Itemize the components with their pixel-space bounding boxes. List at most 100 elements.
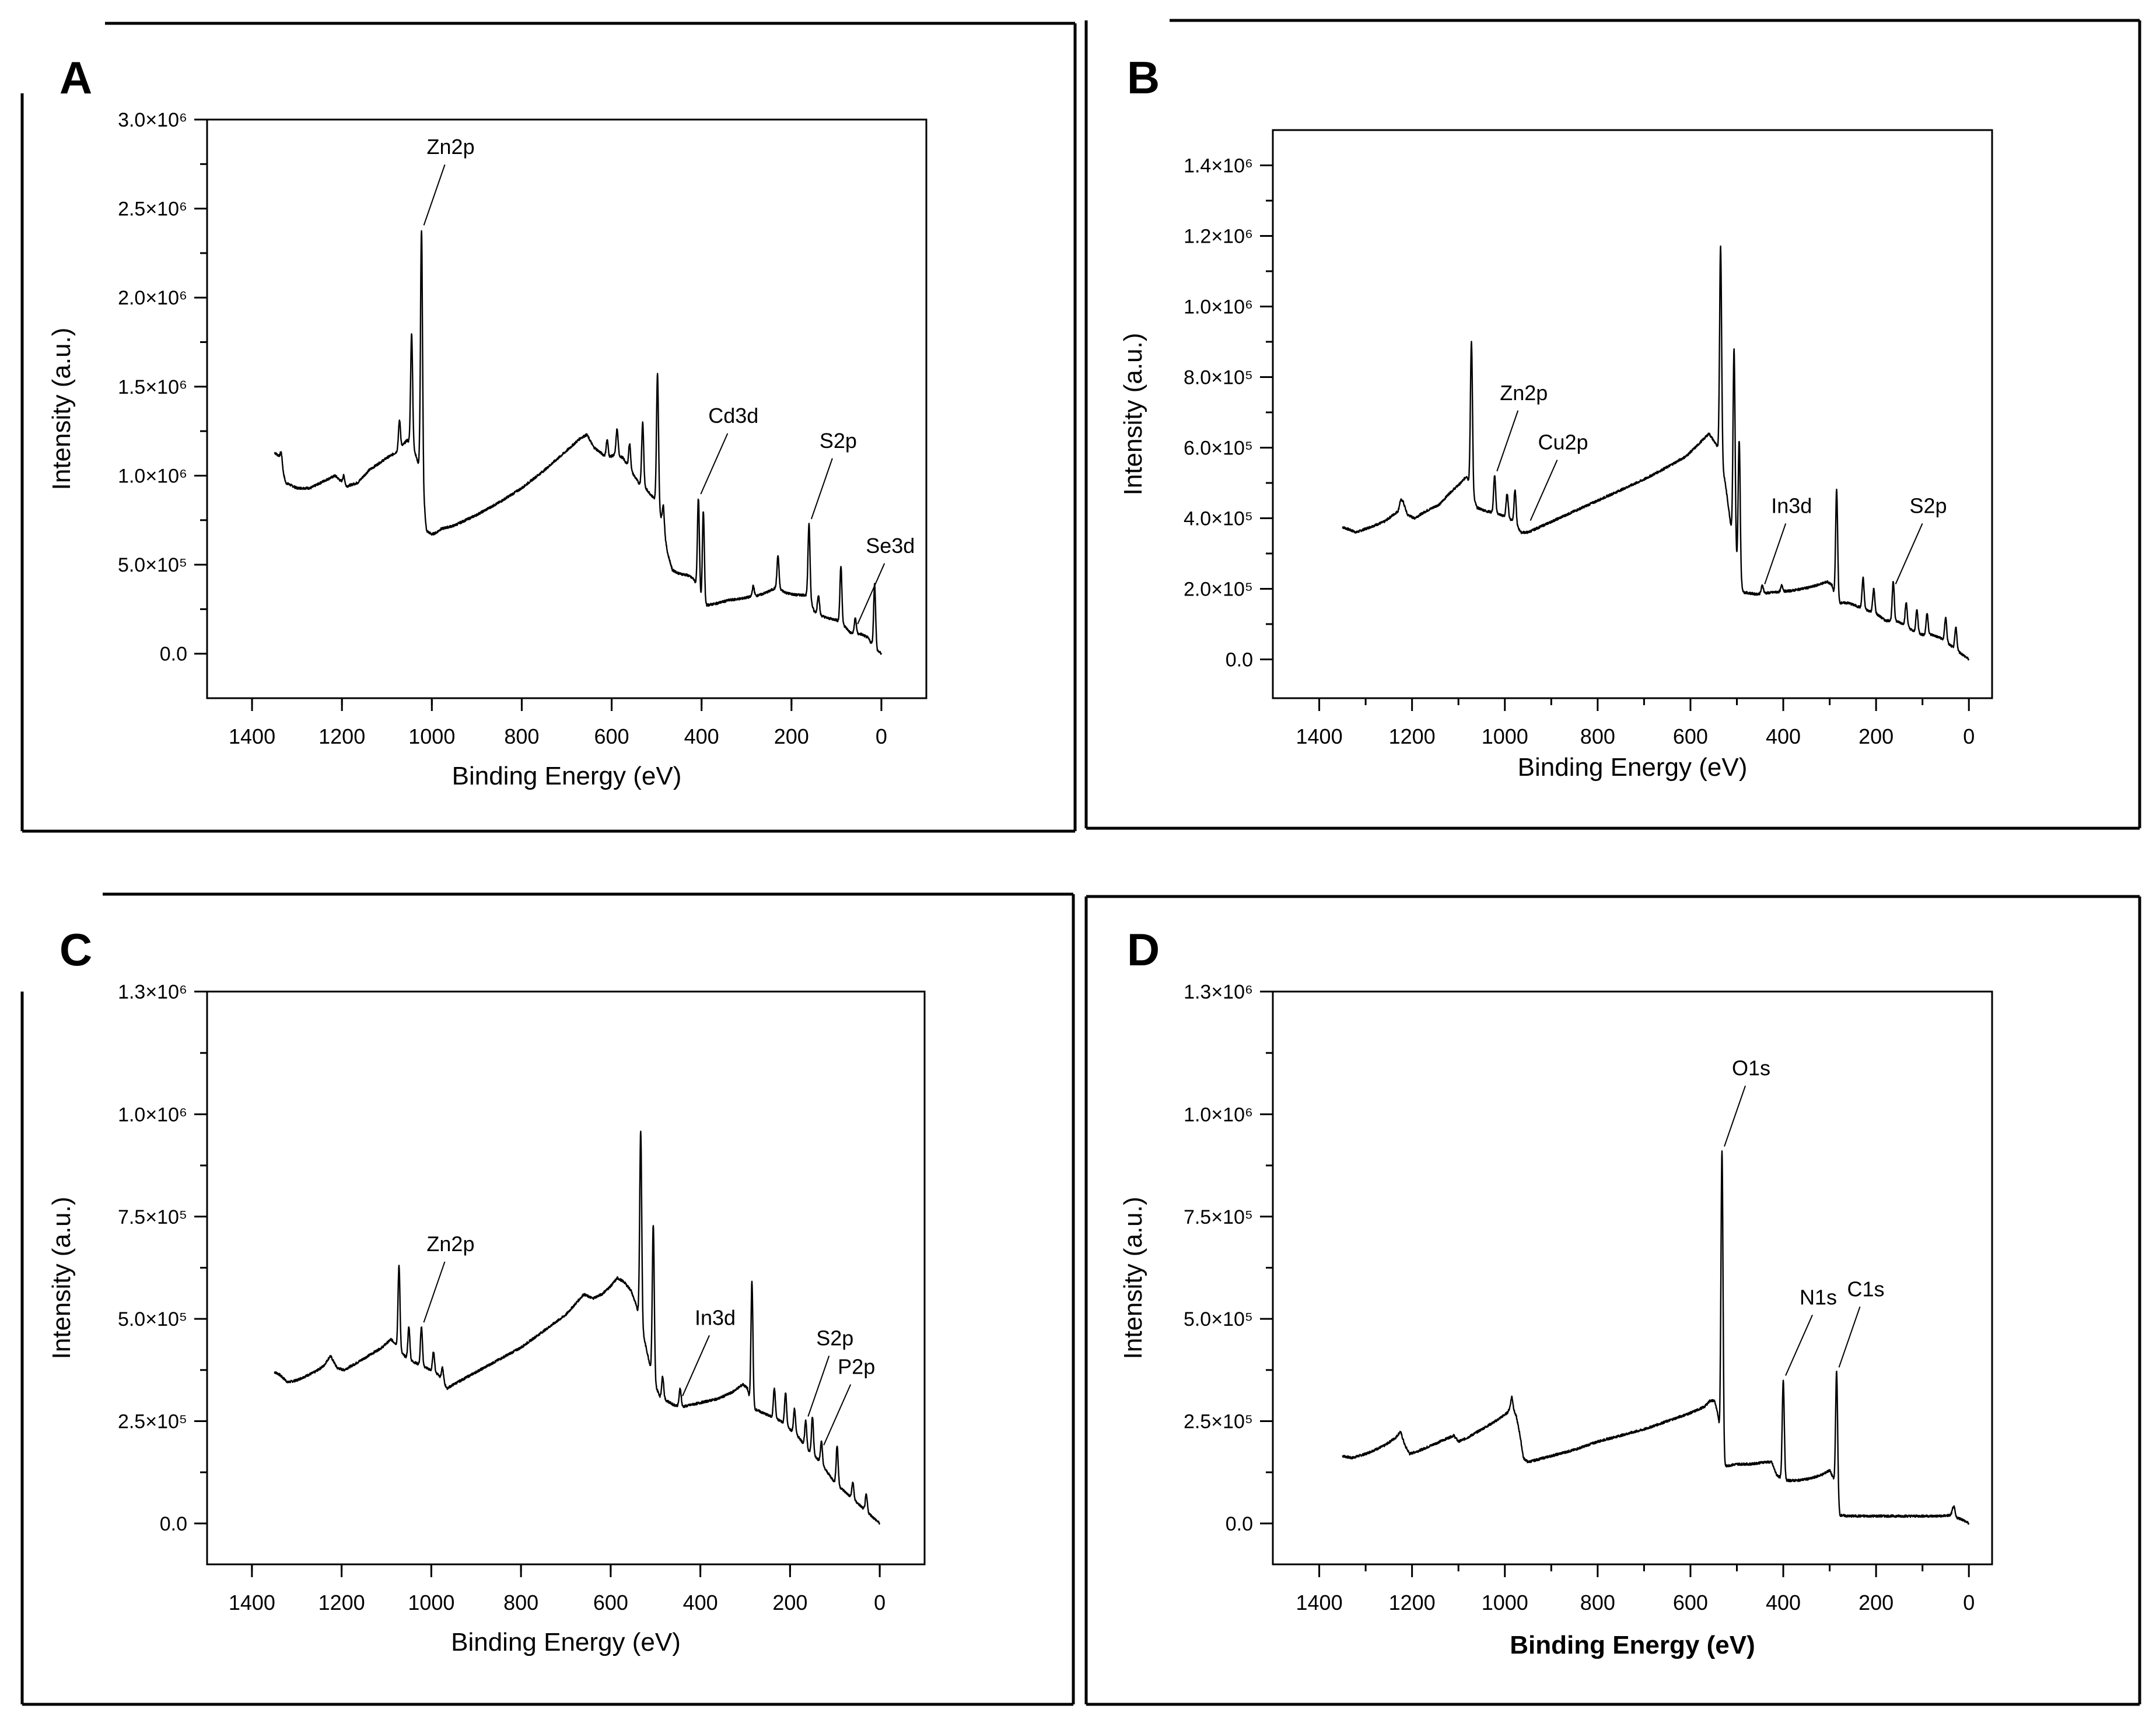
x-tick-label: 400 [683,1591,718,1615]
chart-panel-c: C 1400 1200 1000 800 600 400 200 0 Binding Energy… [47,924,926,1657]
panel-frames [20,19,2141,1706]
panel-label: B [1127,52,1160,103]
x-tick-label: 1000 [408,1591,454,1615]
y-tick-label: 2.5×10⁶ [118,198,187,220]
peak-label: O1s [1732,1056,1770,1080]
x-tick-label: 600 [593,1591,628,1615]
x-tick-label: 800 [1580,1591,1615,1615]
y-axis: 0.0 2.5×10⁵ 5.0×10⁵ 7.5×10⁵ 1.0×10⁶ 1.3×10⁶ In… [47,981,207,1535]
y-axis: 0.0 2.5×10⁵ 5.0×10⁵ 7.5×10⁵ 1.0×10⁶ 1.3×10⁶ In… [1119,981,1273,1535]
y-tick-label: 0.0 [160,1513,187,1535]
annotation-leader [823,1384,852,1446]
x-tick-label: 1000 [1482,1591,1528,1615]
annotation-leader [700,433,729,495]
annotation-leader [807,1356,830,1417]
chart-panel-b: B 1400 1200 1000 800 600 400 200 0 Binding Energy… [1119,52,1993,782]
annotation-leader [857,563,886,625]
y-tick-label: 7.5×10⁵ [1184,1206,1253,1228]
plot-area [1272,990,1993,1566]
peak-label: Cd3d [708,404,758,428]
y-tick-label: 1.2×10⁶ [1184,225,1253,247]
peak-label: N1s [1800,1285,1837,1309]
annotation-leader [423,1261,446,1323]
y-tick-label: 5.0×10⁵ [1184,1308,1253,1330]
y-tick-label: 8.0×10⁵ [1184,366,1253,388]
panel-label: C [60,924,92,975]
x-tick-label: 600 [594,724,629,748]
x-tick-label: 800 [503,1591,538,1615]
x-tick-label: 1200 [1389,1591,1436,1615]
x-tick-label: 0 [1963,1591,1975,1615]
x-tick-label: 200 [772,1591,807,1615]
y-tick-label: 0.0 [1226,1513,1253,1535]
annotation-leader [810,458,833,520]
y-axis: 0.0 2.0×10⁵ 4.0×10⁵ 6.0×10⁵ 8.0×10⁵ 1.0×10⁶ 1.… [1119,155,1273,671]
y-tick-label: 1.0×10⁶ [118,1104,187,1126]
x-axis-label: Binding Energy (eV) [1510,1631,1755,1659]
x-axis-label: Binding Energy (eV) [451,1628,681,1657]
y-tick-label: 6.0×10⁵ [1184,437,1253,459]
peak-label: Zn2p [1500,381,1548,405]
x-axis-label: Binding Energy (eV) [1518,753,1748,782]
y-tick-label: 0.0 [1226,649,1253,671]
y-axis-label: Intensity (a.u.) [1119,333,1147,496]
x-tick-label: 1400 [1296,1591,1343,1615]
x-tick-label: 200 [1859,1591,1894,1615]
x-tick-label: 1400 [1296,724,1343,748]
chart-panel-d: D 1400 1200 1000 800 600 400 200 0 Binding Energy… [1119,924,1993,1659]
x-tick-label: 400 [684,724,719,748]
y-tick-label: 2.5×10⁵ [118,1411,187,1433]
y-axis-label: Intensity (a.u.) [1119,1197,1147,1360]
x-tick-label: 1000 [1482,724,1528,748]
x-tick-label: 0 [874,1591,886,1615]
peak-annotations: Zn2p Cu2p In3d S2p [1496,381,1947,584]
x-tick-label: 400 [1766,724,1801,748]
x-tick-label: 1200 [318,724,365,748]
y-tick-label: 2.0×10⁵ [1184,578,1253,600]
y-tick-label: 5.0×10⁵ [118,554,187,576]
y-axis-label: Intensity (a.u.) [47,1197,76,1360]
annotation-leader [1496,410,1519,472]
x-tick-label: 200 [774,724,809,748]
peak-annotations: Zn2p In3d S2p P2p [423,1232,875,1446]
peak-label: S2p [1910,493,1947,517]
peak-label: C1s [1847,1277,1884,1301]
annotation-leader [1785,1314,1813,1376]
y-tick-label: 7.5×10⁵ [118,1206,187,1228]
annotation-leader [1838,1307,1861,1368]
peak-label: P2p [838,1355,875,1379]
x-tick-label: 200 [1859,724,1894,748]
x-tick-label: 1200 [318,1591,365,1615]
x-tick-label: 1400 [229,1591,275,1615]
peak-label: Zn2p [427,135,475,159]
annotation-leader [1724,1085,1746,1147]
plot-area [206,118,928,699]
peak-label: Se3d [866,534,915,558]
peak-label: Cu2p [1538,430,1588,454]
x-tick-label: 0 [876,724,887,748]
x-axis-label: Binding Energy (eV) [452,762,682,790]
panel-label: D [1127,924,1160,975]
x-tick-label: 400 [1766,1591,1801,1615]
y-tick-label: 2.5×10⁵ [1184,1411,1253,1433]
y-tick-label: 1.3×10⁶ [1184,981,1253,1003]
y-axis-label: Intensity (a.u.) [47,328,76,491]
peak-label: S2p [816,1326,853,1350]
peak-label: In3d [1771,493,1812,517]
x-tick-label: 600 [1673,724,1708,748]
x-tick-label: 0 [1963,724,1975,748]
plot-area [1272,129,1993,699]
x-tick-label: 800 [1580,724,1615,748]
x-axis: 1400 1200 1000 800 600 400 200 0 Binding Energy … [229,1564,886,1657]
y-tick-label: 1.5×10⁶ [118,376,187,398]
peak-label: Zn2p [426,1232,474,1256]
spectrum-line [274,230,883,655]
y-tick-label: 2.0×10⁶ [118,287,187,309]
x-tick-label: 1400 [229,724,275,748]
annotation-leader [1530,460,1558,521]
annotation-leader [423,164,446,226]
x-tick-label: 800 [504,724,539,748]
y-tick-label: 1.0×10⁶ [1184,296,1253,318]
x-tick-label: 1200 [1389,724,1436,748]
